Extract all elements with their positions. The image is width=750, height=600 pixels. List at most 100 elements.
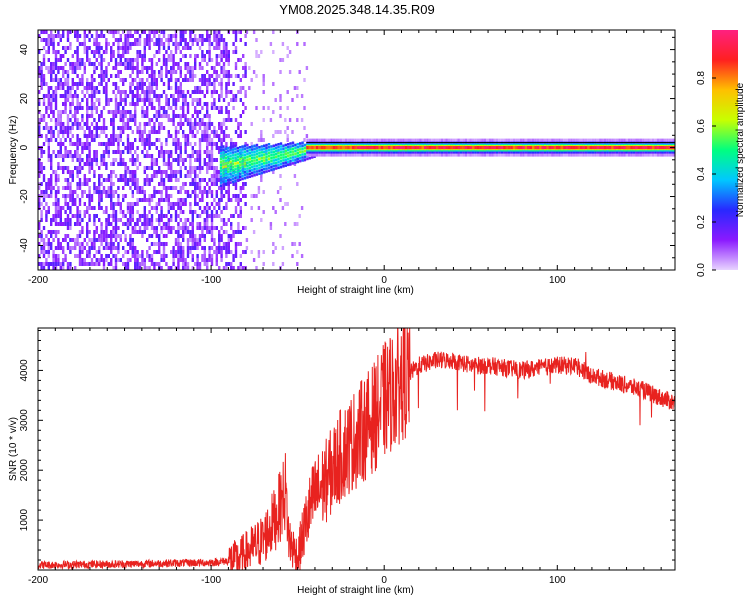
spectrogram-cell (196, 38, 199, 42)
spectrogram-cell (54, 266, 58, 270)
spectrogram-cell (170, 202, 173, 206)
spectrogram-cell (136, 250, 139, 254)
spectrogram-cell (107, 254, 110, 258)
spectrogram-cell (244, 142, 247, 146)
spectrogram-cell (167, 102, 170, 106)
spectrogram-cell (102, 150, 106, 154)
spectrogram-cell (158, 130, 161, 134)
spectrogram-cell (224, 179, 227, 183)
spectrogram-cell (143, 266, 146, 270)
spectrogram-cell (293, 174, 297, 178)
spectrogram-cell (189, 30, 192, 34)
spectrogram-cell (234, 254, 238, 258)
spectrogram-cell (81, 158, 84, 162)
spectrogram-cell (122, 106, 125, 110)
spectrogram-cell (272, 262, 275, 266)
spectrogram-cell (194, 234, 197, 238)
spectrogram-cell (148, 166, 151, 170)
spectrogram-cell (136, 190, 139, 194)
spectrogram-cell (174, 146, 178, 150)
spectrogram-cell (40, 266, 43, 270)
spectrogram-cell (107, 190, 110, 194)
spectrogram-cell (203, 158, 206, 162)
spectrogram-cell (252, 194, 256, 198)
spectrogram-cell (119, 126, 122, 130)
spectrogram-cell (66, 218, 70, 222)
spectrogram-cell (191, 218, 194, 222)
spectrogram-cell (194, 58, 197, 62)
spectrogram-cell (76, 54, 79, 58)
spectrogram-cell (110, 242, 113, 246)
spectrogram-cell (258, 160, 261, 164)
spectrogram-cell (191, 182, 194, 186)
spectrogram-cell (160, 182, 163, 186)
spectrogram-cell (239, 151, 242, 155)
spectrogram-cell (227, 186, 230, 190)
spectrogram-cell (57, 122, 60, 126)
spectrogram-cell (54, 194, 58, 198)
spectrogram-cell (93, 150, 96, 154)
spectrogram-cell (222, 50, 226, 54)
spectrogram-cell (239, 154, 242, 158)
spectrogram-cell (129, 146, 132, 150)
spectrogram-cell (224, 165, 227, 168)
spectrogram-cell (62, 194, 65, 198)
spectrogram-cell (136, 210, 139, 214)
spectrogram-cell (167, 186, 170, 190)
spectrogram-cell (129, 218, 132, 222)
spectrogram-cell (174, 50, 178, 54)
spectrogram-cell (167, 58, 170, 62)
spectrogram-cell (50, 110, 53, 114)
spectrogram-cell (213, 66, 216, 70)
spectrogram-cell (220, 70, 223, 74)
spectrogram-cell (227, 194, 230, 198)
spectrogram-cell (136, 90, 139, 94)
spectrogram-cell (64, 210, 67, 214)
spectrogram-cell (244, 94, 247, 98)
spectrogram-cell (50, 66, 53, 70)
spectrogram-cell (88, 170, 91, 174)
spectrogram-cell (218, 82, 221, 86)
spectrogram-cell (69, 90, 72, 94)
spectrogram-cell (150, 194, 154, 198)
spectrogram-x-tick-label: 0 (381, 275, 387, 286)
spectrogram-cell (146, 86, 149, 90)
spectrogram-cell (122, 42, 125, 46)
spectrogram-cell (47, 186, 50, 190)
spectrogram-cell (57, 258, 60, 262)
spectrogram-cell (138, 82, 142, 86)
spectrogram-cell (215, 34, 218, 38)
spectrogram-y-tick-label: -20 (19, 189, 30, 204)
spectrogram-cell (38, 166, 41, 170)
spectrogram-cell (59, 94, 62, 98)
spectrogram-cell (74, 114, 77, 118)
spectrogram-cell (201, 106, 204, 110)
spectrogram-cell (107, 194, 110, 198)
spectrogram-cell (114, 102, 118, 106)
spectrogram-cell (136, 94, 139, 98)
spectrogram-cell (253, 173, 256, 177)
spectrogram-cell (69, 106, 72, 110)
spectrogram-cell (222, 177, 225, 181)
spectrogram-cell (105, 230, 108, 234)
spectrogram-cell (215, 226, 218, 230)
spectrogram-cell (165, 150, 168, 154)
spectrogram-cell (146, 218, 149, 222)
spectrogram-cell (78, 234, 82, 238)
spectrogram-cell (279, 159, 283, 163)
spectrogram-cell (138, 134, 142, 138)
spectrogram-cell (98, 238, 101, 242)
spectrogram-cell (50, 182, 53, 186)
spectrogram-cell (227, 152, 230, 156)
spectrogram-cell (100, 226, 103, 230)
spectrogram-cell (232, 258, 235, 262)
spectrogram-cell (54, 78, 58, 82)
spectrogram-cell (234, 130, 238, 134)
spectrogram-cell (105, 166, 108, 170)
spectrogram-cell (234, 194, 238, 198)
spectrogram-cell (131, 178, 134, 182)
spectrogram-cell (117, 258, 120, 262)
spectrogram-cell (153, 194, 156, 198)
spectrogram-cell (239, 38, 242, 42)
spectrogram-cell (158, 190, 161, 194)
